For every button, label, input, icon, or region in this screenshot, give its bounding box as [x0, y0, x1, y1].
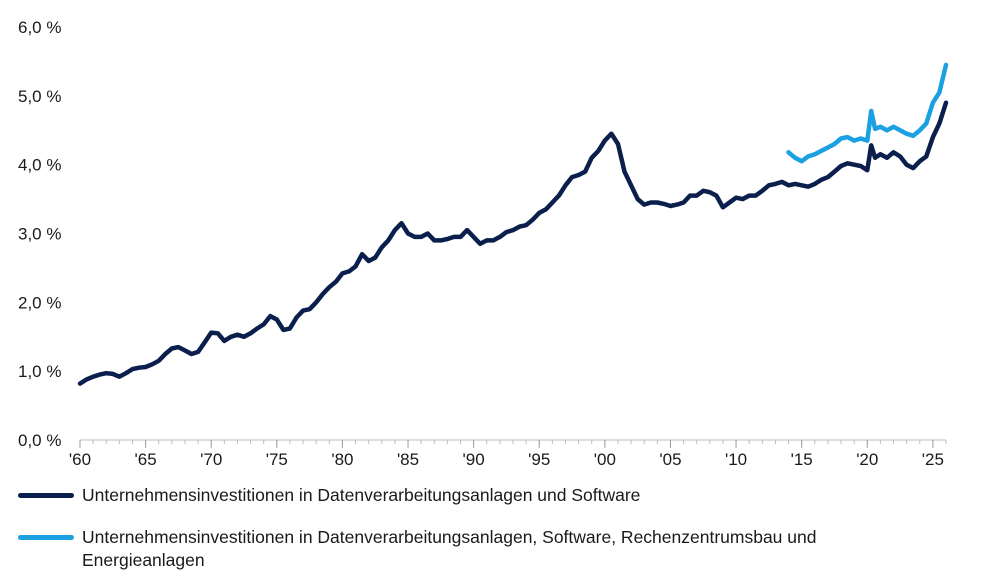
y-tick-label: 0,0 %	[18, 431, 61, 450]
x-tick-label: '85	[397, 450, 419, 469]
x-tick-label: '70	[200, 450, 222, 469]
x-axis: '60 '65 '70 '75 '80 '85 '90 '95 '00 '05 '10 '15 '20 '…	[69, 439, 947, 469]
x-tick-label: '20	[856, 450, 878, 469]
legend-item-series-1: Unternehmensinvestitionen in Datenverarb…	[18, 484, 932, 507]
x-tick-label: '15	[791, 450, 813, 469]
x-tick-label: '00	[594, 450, 616, 469]
series-line-1	[77, 100, 949, 386]
y-tick-label: 4,0 %	[18, 156, 61, 175]
line-chart: 0,0 %1,0 %2,0 %3,0 %4,0 %5,0 %6,0 % '60 '…	[18, 18, 949, 469]
x-tick-label: '25	[922, 450, 944, 469]
y-tick-label: 6,0 %	[18, 18, 61, 37]
x-tick-label: '10	[725, 450, 747, 469]
y-tick-label: 2,0 %	[18, 293, 61, 312]
x-tick-label: '90	[463, 450, 485, 469]
x-tick-label: '05	[659, 450, 681, 469]
y-tick-label: 3,0 %	[18, 225, 61, 244]
x-tick-label: '80	[331, 450, 353, 469]
y-tick-label: 5,0 %	[18, 87, 61, 106]
series-layer	[77, 62, 949, 386]
x-tick-label: '65	[135, 450, 157, 469]
y-tick-label: 1,0 %	[18, 362, 61, 381]
y-axis: 0,0 % 1,0 % 2,0 % 3,0 % 4,0 % 5,0 % 6,0 %	[18, 18, 61, 450]
legend-label-series-2: Unternehmensinvestitionen in Datenverarb…	[82, 527, 817, 570]
legend-item-series-2: Unternehmensinvestitionen in Datenverarb…	[18, 526, 932, 572]
legend-swatch-series-1	[18, 493, 74, 498]
legend-swatch-series-2	[18, 535, 74, 540]
legend-label-series-1: Unternehmensinvestitionen in Datenverarb…	[82, 485, 641, 505]
series-line-2	[786, 62, 949, 164]
x-tick-label: '75	[266, 450, 288, 469]
x-tick-label: '60	[69, 450, 91, 469]
x-tick-label: '95	[528, 450, 550, 469]
